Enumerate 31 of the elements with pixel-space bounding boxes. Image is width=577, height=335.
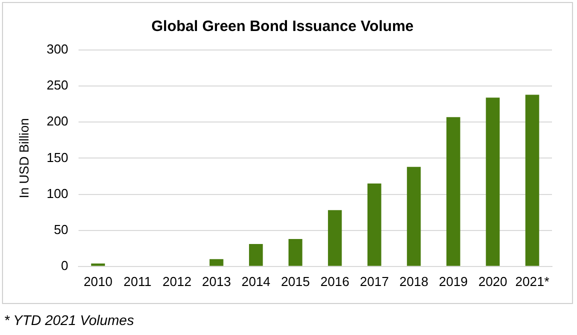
bar [210,259,224,266]
x-tick-label: 2021* [515,274,550,289]
bar [525,94,540,266]
x-tick-label: 2018 [399,274,428,289]
x-tick-label: 2014 [241,274,270,289]
y-tick-label: 300 [46,42,68,57]
y-tick-label: 150 [46,150,68,165]
y-tick-label: 50 [54,222,68,237]
y-tick-label: 200 [46,114,68,129]
bar [486,98,500,266]
y-tick-label: 100 [46,186,68,201]
x-tick-label: 2012 [162,274,192,289]
x-tick-label: 2011 [124,274,152,289]
x-tick-label: 2017 [360,274,389,289]
x-tick-label: 2019 [438,274,468,289]
x-tick-label: 2010 [84,274,112,289]
bar [367,183,382,266]
x-tick-label: 2016 [320,274,350,289]
x-tick-label: 2013 [202,274,231,289]
bar [406,166,421,266]
bar [446,117,460,266]
bar [288,238,302,266]
y-tick-label: 250 [46,78,68,93]
y-axis-title: In USD Billion [16,118,32,198]
y-tick-label: 0 [61,258,68,273]
bar [328,210,342,266]
bar [249,244,263,266]
x-tick-label: 2015 [280,274,310,289]
chart-title: Global Green Bond Issuance Volume [151,18,414,36]
x-tick-label: 2020 [478,274,508,289]
text: * YTD 2021 Volumes [4,312,134,328]
